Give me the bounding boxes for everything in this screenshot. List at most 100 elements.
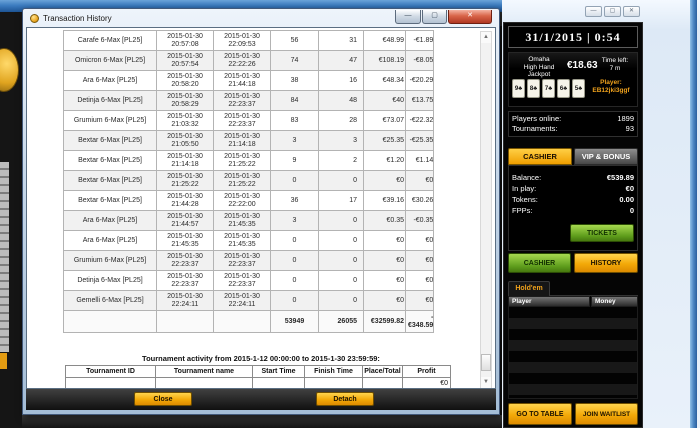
scrollbar-thumb[interactable] — [481, 354, 491, 371]
account-panel: Balance: €539.89 In play: €0 Tokens: 0.0… — [508, 165, 638, 251]
playing-card: 9♣ — [512, 79, 525, 98]
cell-hands: 0 — [270, 250, 319, 271]
cell-hands: 9 — [270, 150, 319, 171]
cell-finish: 2015-01-30 21:14:18 — [213, 130, 271, 151]
cell-finish: 2015-01-30 21:25:22 — [213, 150, 271, 171]
transaction-row[interactable]: Bextar 6-Max [PL25] 2015-01-30 21:25:22 201… — [63, 170, 435, 191]
cell-profit: €0 — [404, 170, 435, 191]
col-money[interactable]: Money — [591, 296, 638, 307]
cell-profit: €0 — [404, 230, 435, 251]
jackpot-name-line: High Hand — [523, 63, 555, 71]
transaction-row[interactable]: Ara 6-Max [PL25] 2015-01-30 20:58:20 2015-0… — [63, 70, 435, 91]
coin-icon — [30, 13, 39, 23]
cell-profit: €13.75 — [404, 90, 435, 111]
cell-stake: €25.35 — [363, 130, 406, 151]
minimize-button[interactable]: — — [395, 10, 421, 24]
cell-empty — [252, 377, 305, 388]
transaction-row[interactable]: Ara 6-Max [PL25] 2015-01-30 21:45:35 2015-0… — [63, 230, 435, 251]
lobby-window-controls: — ▢ ✕ — [583, 6, 640, 17]
cell-activity-profit: €0 — [402, 377, 451, 388]
activity-summary-row: €0 — [65, 377, 451, 388]
transaction-window-titlebar[interactable]: Transaction History — ▢ ✕ — [26, 9, 496, 27]
cell-finish: 2015-01-30 22:24:11 — [213, 290, 271, 311]
minimize-button[interactable]: — — [585, 6, 602, 17]
cell-name: Bextar 6-Max [PL25] — [63, 190, 157, 211]
close-window-button[interactable]: ✕ — [448, 10, 492, 24]
cell-won: 47 — [318, 50, 364, 71]
totals-row: 53949 26055 €32599.82 - €348.59 — [63, 310, 435, 333]
maximize-button[interactable]: ▢ — [604, 6, 621, 17]
go-to-table-button[interactable]: GO TO TABLE — [508, 403, 572, 425]
cashier-history-buttons: CASHIER HISTORY — [508, 253, 638, 273]
lobby-sidebar: 31/1/2015 | 0:54 Omaha High Hand Jackpot… — [503, 22, 643, 428]
cell-profit: -€8.05 — [404, 50, 435, 71]
cell-profit: -€0.35 — [404, 210, 435, 231]
logo-fragment — [0, 48, 19, 92]
cell-won: 2 — [318, 150, 364, 171]
cell-start: 2015-01-30 21:05:50 — [156, 130, 214, 151]
transaction-row[interactable]: Grumium 6-Max [PL25] 2015-01-30 22:23:37 20… — [63, 250, 435, 271]
join-waitlist-button[interactable]: JOIN WAITLIST — [575, 403, 638, 425]
transaction-row[interactable]: Gemelli 6-Max [PL25] 2015-01-30 22:24:11 20… — [63, 290, 435, 311]
cell-hands: 38 — [270, 70, 319, 91]
transaction-row[interactable]: Bextar 6-Max [PL25] 2015-01-30 21:14:18 201… — [63, 150, 435, 171]
cell-profit: -€1.89 — [404, 30, 435, 51]
scroll-down-arrow-icon[interactable]: ▼ — [481, 377, 491, 388]
playing-card: 7♣ — [542, 79, 555, 98]
players-online-label: Players online: — [512, 114, 562, 123]
cell-empty — [362, 377, 403, 388]
close-button[interactable]: Close — [134, 392, 192, 406]
transaction-row[interactable]: Grumium 6-Max [PL25] 2015-01-30 21:03:32 20… — [63, 110, 435, 131]
cell-start: 2015-01-30 22:23:37 — [156, 270, 214, 291]
playing-card: 6♣ — [557, 79, 570, 98]
cell-stake: €1.20 — [363, 150, 406, 171]
cell-start: 2015-01-30 22:24:11 — [156, 290, 214, 311]
cell-profit: €0 — [404, 290, 435, 311]
total-profit-sign: - — [430, 313, 434, 321]
transaction-row[interactable]: Bextar 6-Max [PL25] 2015-01-30 21:44:28 201… — [63, 190, 435, 211]
cell-won: 28 — [318, 110, 364, 131]
tokens-value: 0.00 — [619, 195, 634, 204]
transaction-row[interactable]: Detinja 6-Max [PL25] 2015-01-30 20:58:29 20… — [63, 90, 435, 111]
cell-stake: €0 — [363, 230, 406, 251]
transaction-row[interactable]: Bextar 6-Max [PL25] 2015-01-30 21:05:50 201… — [63, 130, 435, 151]
tab-holdem[interactable]: Hold'em — [508, 281, 550, 296]
cell-hands: 0 — [270, 270, 319, 291]
cashier-tabs: CASHIER VIP & BONUS — [508, 148, 638, 165]
player-name: EB12jki3ggf — [592, 86, 630, 94]
transaction-row[interactable]: Carafe 6-Max [PL25] 2015-01-30 20:57:08 201… — [63, 30, 435, 51]
cell-name: Bextar 6-Max [PL25] — [63, 150, 157, 171]
col-start-time: Start Time — [252, 365, 305, 378]
cell-name: Gemelli 6-Max [PL25] — [63, 290, 157, 311]
total-profit-value: €348.59 — [408, 321, 434, 329]
tab-vip-bonus[interactable]: VIP & BONUS — [574, 148, 638, 165]
close-window-button[interactable]: ✕ — [623, 6, 640, 17]
cell-finish — [213, 310, 271, 333]
transaction-row[interactable]: Omicron 6-Max [PL25] 2015-01-30 20:57:54 20… — [63, 50, 435, 71]
cell-finish: 2015-01-30 22:23:37 — [213, 110, 271, 131]
cell-name: Ara 6-Max [PL25] — [63, 70, 157, 91]
cell-name: Grumium 6-Max [PL25] — [63, 250, 157, 271]
cell-finish: 2015-01-30 21:25:22 — [213, 170, 271, 191]
transaction-row[interactable]: Ara 6-Max [PL25] 2015-01-30 21:44:57 2015-0… — [63, 210, 435, 231]
tab-cashier[interactable]: CASHIER — [508, 148, 572, 165]
col-place-total: Place/Total — [362, 365, 403, 378]
cell-profit: €30.26 — [404, 190, 435, 211]
vertical-scrollbar[interactable]: ▲ ▼ — [480, 31, 492, 388]
cashier-button[interactable]: CASHIER — [508, 253, 571, 273]
player-list[interactable] — [508, 307, 638, 399]
jackpot-name-line: Omaha — [528, 56, 550, 63]
history-button[interactable]: HISTORY — [574, 253, 638, 273]
tokens-label: Tokens: — [512, 195, 538, 204]
scroll-up-arrow-icon[interactable]: ▲ — [481, 32, 491, 43]
transaction-row[interactable]: Detinja 6-Max [PL25] 2015-01-30 22:23:37 20… — [63, 270, 435, 291]
tickets-button[interactable]: TICKETS — [570, 224, 634, 242]
cell-empty — [304, 377, 363, 388]
col-player[interactable]: Player — [508, 296, 590, 307]
time-left-label: Time left: — [601, 57, 629, 64]
playing-card: 8♣ — [527, 79, 540, 98]
maximize-button[interactable]: ▢ — [422, 10, 447, 24]
cell-won: 0 — [318, 290, 364, 311]
detach-button[interactable]: Detach — [316, 392, 374, 406]
cell-start: 2015-01-30 21:14:18 — [156, 150, 214, 171]
